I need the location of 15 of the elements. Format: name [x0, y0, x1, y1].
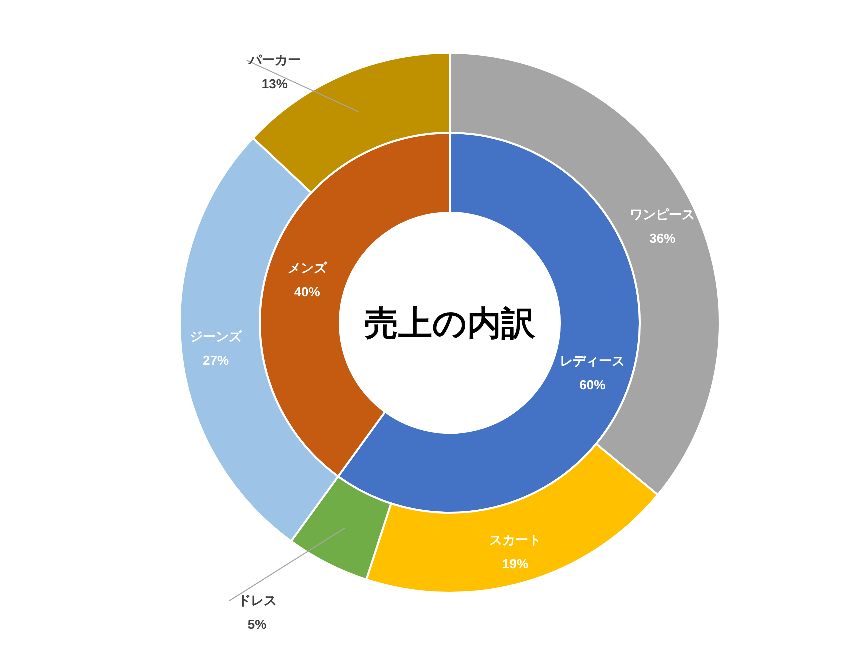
slice-label: メンズ: [288, 260, 328, 276]
slice-label: スカート: [490, 532, 542, 548]
data-label: 27%: [203, 353, 230, 368]
data-label: 36%: [650, 230, 676, 246]
text: 売上の内訳: [364, 305, 536, 343]
slice-label: パーカー: [248, 52, 301, 68]
data-label: 40%: [294, 284, 321, 300]
slice-label: ワンピース: [630, 206, 696, 222]
slice-label: レディース: [560, 353, 626, 368]
data-label: 5%: [248, 617, 268, 632]
data-label: 19%: [502, 556, 530, 572]
data-label: 13%: [262, 76, 288, 92]
slice-label: ジーンズ: [190, 329, 244, 344]
slice-label: ドレス: [238, 593, 277, 608]
data-label: 60%: [580, 377, 606, 392]
